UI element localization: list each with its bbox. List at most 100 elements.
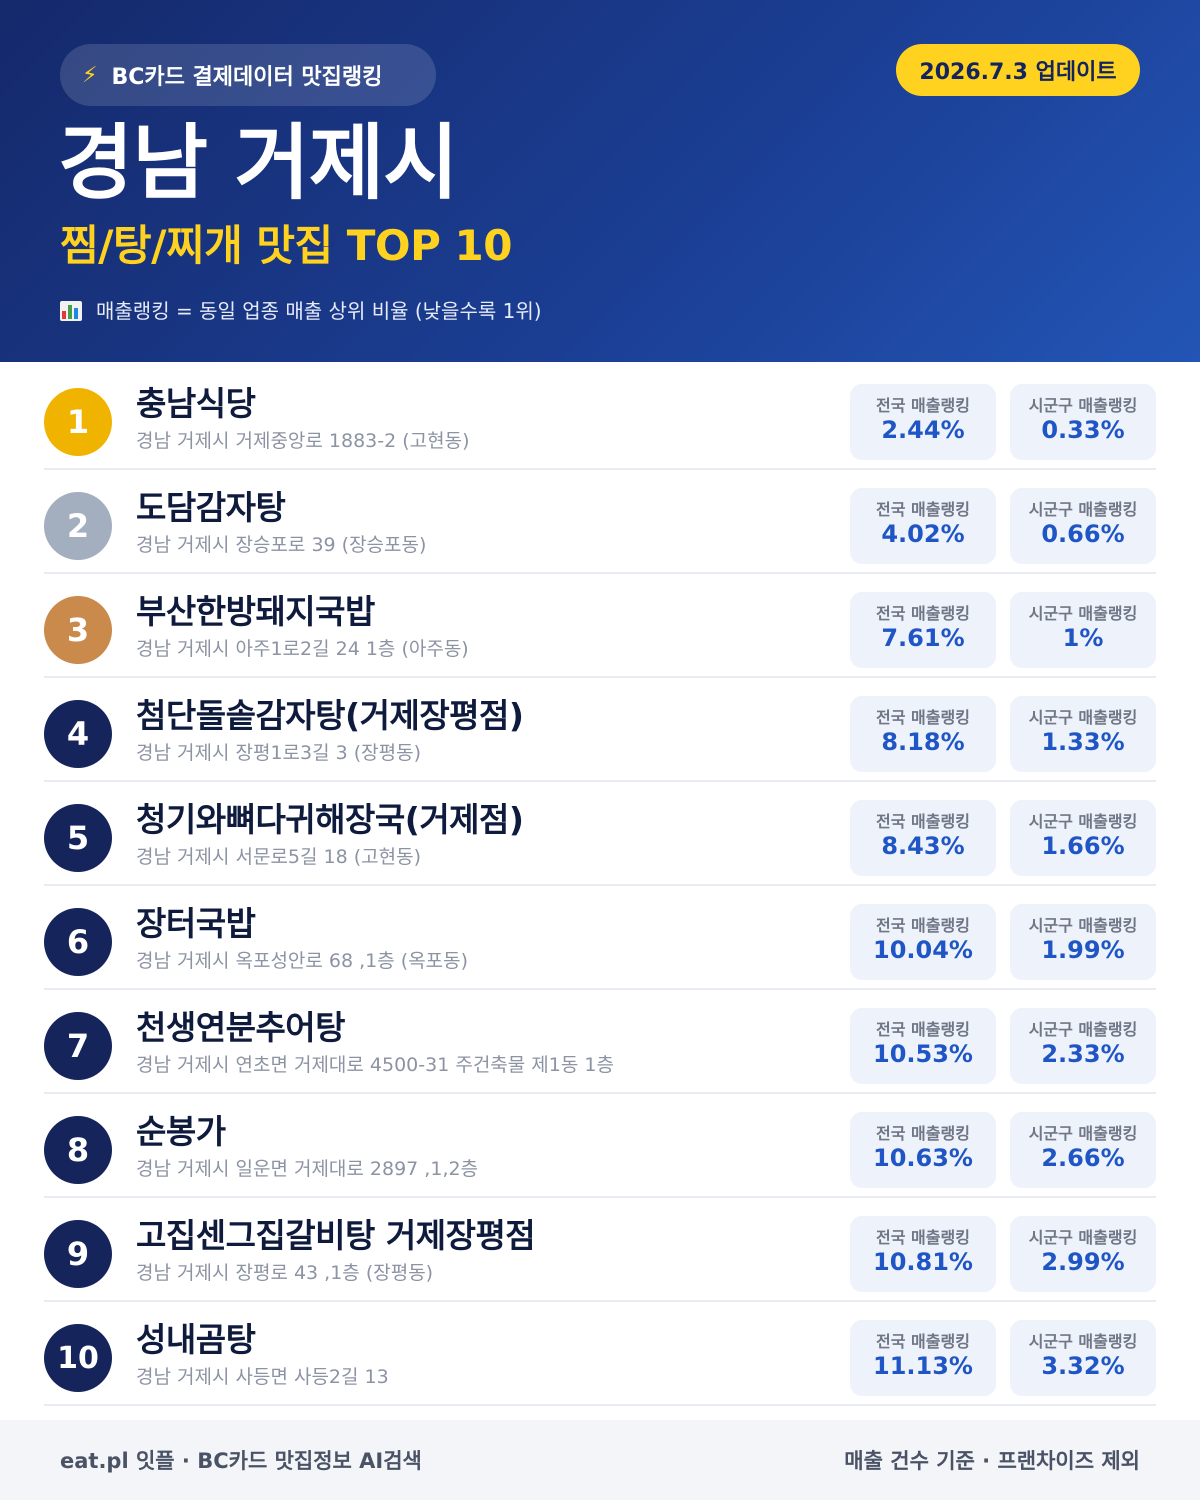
national-ranking-box: 전국 매출랭킹 2.44% (850, 384, 996, 460)
restaurant-name[interactable]: 충남식당 (136, 384, 256, 423)
national-ranking-label: 전국 매출랭킹 (876, 1228, 970, 1247)
rank-badge: 1 (44, 388, 112, 456)
legend-text: 매출랭킹 = 동일 업종 매출 상위 비율 (낮을수록 1위) (96, 299, 542, 323)
restaurant-name[interactable]: 성내곰탕 (136, 1320, 256, 1359)
national-ranking-value: 10.04% (873, 936, 973, 964)
restaurant-address: 경남 거제시 옥포성안로 68 ,1층 (옥포동) (136, 950, 469, 972)
restaurant-name[interactable]: 청기와뼈다귀해장국(거제점) (136, 800, 524, 839)
header-banner: ⚡ BC카드 결제데이터 맛집랭킹 2026.7.3 업데이트 경남 거제시 찜… (0, 0, 1200, 362)
local-ranking-value: 2.99% (1041, 1248, 1125, 1276)
national-ranking-value: 10.53% (873, 1040, 973, 1068)
national-ranking-label: 전국 매출랭킹 (876, 604, 970, 623)
footer-right: 매출 건수 기준 · 프랜차이즈 제외 (844, 1449, 1140, 1473)
rank-badge: 4 (44, 700, 112, 768)
restaurant-address: 경남 거제시 장평로 43 ,1층 (장평동) (136, 1262, 434, 1284)
rank-badge: 3 (44, 596, 112, 664)
update-badge: 2026.7.3 업데이트 (896, 44, 1140, 96)
rank-badge: 9 (44, 1220, 112, 1288)
rank-badge: 7 (44, 1012, 112, 1080)
national-ranking-value: 7.61% (881, 624, 965, 652)
local-ranking-label: 시군구 매출랭킹 (1028, 500, 1138, 519)
local-ranking-label: 시군구 매출랭킹 (1028, 916, 1138, 935)
national-ranking-box: 전국 매출랭킹 10.53% (850, 1008, 996, 1084)
national-ranking-box: 전국 매출랭킹 8.18% (850, 696, 996, 772)
national-ranking-label: 전국 매출랭킹 (876, 1124, 970, 1143)
national-ranking-box: 전국 매출랭킹 10.81% (850, 1216, 996, 1292)
national-ranking-label: 전국 매출랭킹 (876, 500, 970, 519)
restaurant-name[interactable]: 천생연분추어탕 (136, 1008, 346, 1047)
list-item[interactable]: 10 성내곰탕 경남 거제시 사등면 사등2길 13 전국 매출랭킹 11.13% 시군구… (44, 1302, 1156, 1406)
local-ranking-value: 0.66% (1041, 520, 1125, 548)
local-ranking-box: 시군구 매출랭킹 0.33% (1010, 384, 1156, 460)
national-ranking-value: 10.63% (873, 1144, 973, 1172)
national-ranking-label: 전국 매출랭킹 (876, 812, 970, 831)
footer: eat.pl 잇플 · BC카드 맛집정보 AI검색 매출 건수 기준 · 프랜… (0, 1420, 1200, 1500)
restaurant-address: 경남 거제시 서문로5길 18 (고현동) (136, 846, 422, 868)
restaurant-name[interactable]: 부산한방돼지국밥 (136, 592, 375, 631)
local-ranking-label: 시군구 매출랭킹 (1028, 1124, 1138, 1143)
ranking-list: 1 충남식당 경남 거제시 거제중앙로 1883-2 (고현동) 전국 매출랭킹 2.4… (44, 366, 1156, 1406)
local-ranking-box: 시군구 매출랭킹 0.66% (1010, 488, 1156, 564)
restaurant-address: 경남 거제시 사등면 사등2길 13 (136, 1366, 389, 1388)
national-ranking-box: 전국 매출랭킹 8.43% (850, 800, 996, 876)
footer-left: eat.pl 잇플 · BC카드 맛집정보 AI검색 (60, 1449, 422, 1473)
list-item[interactable]: 5 청기와뼈다귀해장국(거제점) 경남 거제시 서문로5길 18 (고현동) 전국 매… (44, 782, 1156, 886)
national-ranking-value: 10.81% (873, 1248, 973, 1276)
local-ranking-label: 시군구 매출랭킹 (1028, 396, 1138, 415)
national-ranking-label: 전국 매출랭킹 (876, 708, 970, 727)
national-ranking-label: 전국 매출랭킹 (876, 916, 970, 935)
local-ranking-box: 시군구 매출랭킹 2.66% (1010, 1112, 1156, 1188)
restaurant-name[interactable]: 장터국밥 (136, 904, 256, 943)
rank-badge: 8 (44, 1116, 112, 1184)
restaurant-address: 경남 거제시 일운면 거제대로 2897 ,1,2층 (136, 1158, 479, 1180)
national-ranking-label: 전국 매출랭킹 (876, 396, 970, 415)
local-ranking-value: 1.66% (1041, 832, 1125, 860)
local-ranking-box: 시군구 매출랭킹 1.99% (1010, 904, 1156, 980)
local-ranking-value: 0.33% (1041, 416, 1125, 444)
local-ranking-label: 시군구 매출랭킹 (1028, 1228, 1138, 1247)
national-ranking-value: 4.02% (881, 520, 965, 548)
lightning-icon: ⚡ (82, 62, 98, 88)
local-ranking-label: 시군구 매출랭킹 (1028, 1020, 1138, 1039)
national-ranking-box: 전국 매출랭킹 11.13% (850, 1320, 996, 1396)
restaurant-name[interactable]: 고집센그집갈비탕 거제장평점 (136, 1216, 536, 1255)
local-ranking-value: 3.32% (1041, 1352, 1125, 1380)
national-ranking-value: 8.18% (881, 728, 965, 756)
restaurant-name[interactable]: 첨단돌솥감자탕(거제장평점) (136, 696, 524, 735)
source-badge: ⚡ BC카드 결제데이터 맛집랭킹 (60, 44, 436, 106)
list-item[interactable]: 4 첨단돌솥감자탕(거제장평점) 경남 거제시 장평1로3길 3 (장평동) 전국 매… (44, 678, 1156, 782)
national-ranking-label: 전국 매출랭킹 (876, 1332, 970, 1351)
source-label: BC카드 결제데이터 맛집랭킹 (111, 65, 383, 90)
national-ranking-box: 전국 매출랭킹 7.61% (850, 592, 996, 668)
ranking-legend: 매출랭킹 = 동일 업종 매출 상위 비율 (낮을수록 1위) (60, 296, 542, 326)
local-ranking-value: 1.33% (1041, 728, 1125, 756)
national-ranking-box: 전국 매출랭킹 10.04% (850, 904, 996, 980)
restaurant-address: 경남 거제시 장승포로 39 (장승포동) (136, 534, 427, 556)
bar-chart-icon (60, 301, 82, 321)
restaurant-address: 경남 거제시 장평1로3길 3 (장평동) (136, 742, 422, 764)
restaurant-address: 경남 거제시 연초면 거제대로 4500-31 주건축물 제1동 1층 (136, 1054, 614, 1076)
local-ranking-box: 시군구 매출랭킹 1.66% (1010, 800, 1156, 876)
local-ranking-value: 2.33% (1041, 1040, 1125, 1068)
restaurant-name[interactable]: 도담감자탕 (136, 488, 286, 527)
national-ranking-value: 8.43% (881, 832, 965, 860)
page-subtitle: 찜/탕/찌개 맛집 TOP 10 (60, 221, 512, 270)
rank-badge: 10 (44, 1324, 112, 1392)
national-ranking-value: 2.44% (881, 416, 965, 444)
local-ranking-box: 시군구 매출랭킹 1% (1010, 592, 1156, 668)
local-ranking-value: 1% (1062, 624, 1104, 652)
restaurant-name[interactable]: 순봉가 (136, 1112, 226, 1151)
list-item[interactable]: 1 충남식당 경남 거제시 거제중앙로 1883-2 (고현동) 전국 매출랭킹 2.4… (44, 366, 1156, 470)
local-ranking-label: 시군구 매출랭킹 (1028, 812, 1138, 831)
restaurant-address: 경남 거제시 아주1로2길 24 1층 (아주동) (136, 638, 469, 660)
rank-badge: 6 (44, 908, 112, 976)
rank-badge: 5 (44, 804, 112, 872)
national-ranking-box: 전국 매출랭킹 4.02% (850, 488, 996, 564)
list-item[interactable]: 2 도담감자탕 경남 거제시 장승포로 39 (장승포동) 전국 매출랭킹 4.02% 시… (44, 470, 1156, 574)
local-ranking-box: 시군구 매출랭킹 2.99% (1010, 1216, 1156, 1292)
